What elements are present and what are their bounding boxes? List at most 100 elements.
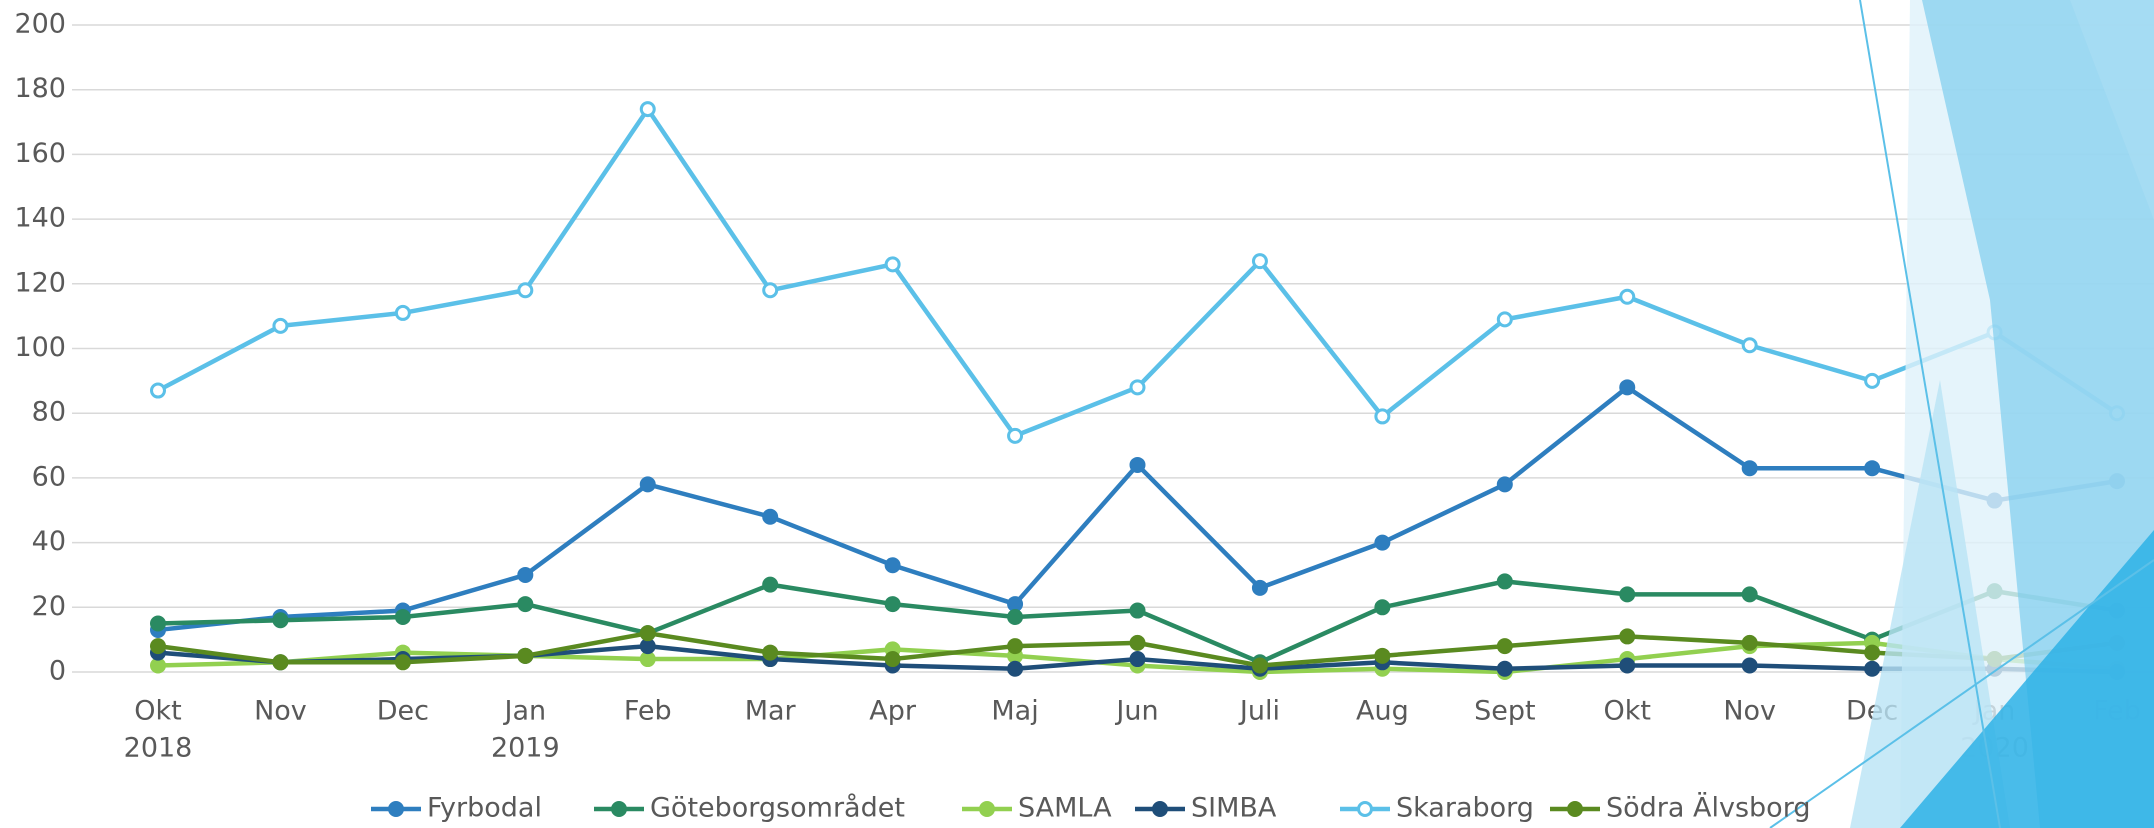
data-point: [1866, 462, 1879, 475]
legend-item: Skaraborg: [1340, 793, 1534, 824]
data-point: [1621, 659, 1634, 672]
y-tick-label: 160: [14, 138, 66, 169]
data-point: [1743, 339, 1756, 352]
data-point: [396, 306, 409, 319]
data-point: [641, 627, 654, 640]
data-point: [152, 640, 165, 653]
data-point: [396, 611, 409, 624]
data-point: [519, 568, 532, 581]
legend-label: Skaraborg: [1396, 793, 1534, 824]
x-tick-label: Feb: [624, 696, 672, 727]
legend-marker: [390, 803, 403, 816]
data-point: [1009, 429, 1022, 442]
x-tick-label: Apr: [869, 696, 917, 727]
page: 020406080100120140160180200Okt2018NovDec…: [0, 0, 2154, 828]
x-tick-label: Nov: [1723, 696, 1776, 727]
y-tick-label: 100: [14, 332, 66, 363]
data-point: [152, 384, 165, 397]
legend-marker: [613, 803, 626, 816]
data-point: [519, 649, 532, 662]
y-tick-label: 180: [14, 73, 66, 104]
x-tick-label: Okt: [1604, 696, 1651, 727]
x-tick-label: Okt: [134, 696, 181, 727]
x-tick-label: Juli: [1238, 696, 1280, 727]
data-point: [1131, 653, 1144, 666]
data-point: [886, 559, 899, 572]
x-tick-label: Aug: [1356, 696, 1409, 727]
data-point: [274, 614, 287, 627]
data-point: [641, 653, 654, 666]
legend-marker: [1569, 803, 1582, 816]
data-point: [152, 617, 165, 630]
data-point: [1866, 662, 1879, 675]
legend-marker: [1359, 803, 1372, 816]
data-point: [764, 646, 777, 659]
x-tick-label: Jun: [1114, 696, 1158, 727]
data-point: [1866, 646, 1879, 659]
data-point: [1376, 649, 1389, 662]
data-point: [1498, 313, 1511, 326]
data-point: [396, 656, 409, 669]
data-point: [1253, 255, 1266, 268]
data-point: [1743, 636, 1756, 649]
data-point: [764, 284, 777, 297]
x-tick-label: Jan: [503, 696, 547, 727]
x-tick-label: 2018: [124, 733, 193, 764]
legend-label: Göteborgsområdet: [650, 793, 905, 824]
data-point: [886, 598, 899, 611]
x-tick-label: Sept: [1474, 696, 1535, 727]
series-line: [158, 387, 2117, 630]
data-point: [274, 319, 287, 332]
data-point: [886, 258, 899, 271]
data-point: [1009, 598, 1022, 611]
y-tick-label: 40: [32, 526, 66, 557]
data-point: [1131, 458, 1144, 471]
data-point: [1621, 290, 1634, 303]
legend-label: Fyrbodal: [427, 793, 542, 824]
decoration: [1770, 0, 2154, 828]
legend-label: SIMBA: [1191, 793, 1277, 824]
data-point: [1253, 581, 1266, 594]
legend-label: Södra Älvsborg: [1606, 792, 1810, 824]
data-point: [1498, 575, 1511, 588]
data-point: [1498, 478, 1511, 491]
data-point: [1376, 601, 1389, 614]
legend-item: Göteborgsområdet: [594, 793, 905, 824]
data-point: [1498, 662, 1511, 675]
data-point: [764, 510, 777, 523]
data-point: [1621, 588, 1634, 601]
data-point: [1009, 611, 1022, 624]
chart: 020406080100120140160180200Okt2018NovDec…: [0, 0, 2154, 828]
y-tick-label: 20: [32, 591, 66, 622]
data-point: [1009, 640, 1022, 653]
y-tick-label: 60: [32, 461, 66, 492]
data-point: [1131, 381, 1144, 394]
x-tick-label: Maj: [991, 696, 1038, 727]
data-point: [1131, 604, 1144, 617]
data-point: [1131, 636, 1144, 649]
data-point: [1743, 462, 1756, 475]
x-tick-label: 2019: [491, 733, 560, 764]
data-point: [1866, 374, 1879, 387]
data-point: [641, 478, 654, 491]
data-point: [1376, 536, 1389, 549]
data-point: [1009, 662, 1022, 675]
legend-marker: [981, 803, 994, 816]
data-point: [1743, 588, 1756, 601]
y-tick-label: 80: [32, 397, 66, 428]
data-point: [1621, 381, 1634, 394]
data-point: [1498, 640, 1511, 653]
legend-item: Södra Älvsborg: [1550, 792, 1810, 824]
data-point: [886, 653, 899, 666]
data-point: [1621, 630, 1634, 643]
data-point: [641, 103, 654, 116]
y-tick-label: 140: [14, 203, 66, 234]
legend-item: SIMBA: [1135, 793, 1277, 824]
x-tick-label: Nov: [254, 696, 307, 727]
data-point: [1743, 659, 1756, 672]
data-point: [1376, 410, 1389, 423]
x-tick-label: Mar: [745, 696, 797, 727]
legend-item: SAMLA: [962, 793, 1112, 824]
legend-item: Fyrbodal: [371, 793, 542, 824]
